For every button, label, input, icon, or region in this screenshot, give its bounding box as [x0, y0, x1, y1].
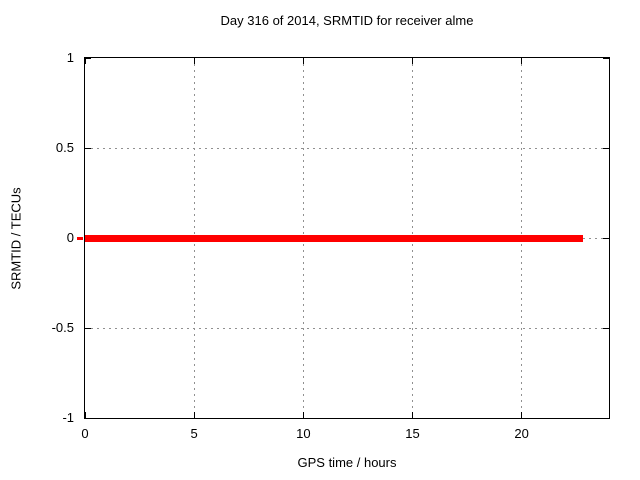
x-tick-bottom [521, 412, 523, 418]
gridline-horizontal [85, 147, 609, 149]
x-tick-bottom [193, 412, 195, 418]
gridline-horizontal [85, 327, 609, 329]
y-tick-left [85, 327, 91, 329]
x-tick-bottom [84, 412, 86, 418]
x-tick-top [193, 58, 195, 64]
y-tick-left [85, 147, 91, 149]
y-tick-left [85, 417, 91, 419]
series-line-srmtid [85, 235, 583, 242]
y-tick-right [603, 147, 609, 149]
chart-title: Day 316 of 2014, SRMTID for receiver alm… [220, 13, 474, 28]
plot-area [84, 57, 610, 419]
x-tick-label: 20 [514, 426, 529, 441]
y-tick-label: -1 [62, 410, 74, 425]
x-tick-label: 5 [190, 426, 198, 441]
y-tick-right [603, 417, 609, 419]
x-tick-label: 15 [405, 426, 420, 441]
x-tick-label: 10 [296, 426, 311, 441]
x-tick-label: 0 [81, 426, 89, 441]
y-tick-label: -0.5 [51, 320, 74, 335]
x-tick-top [84, 58, 86, 64]
y-tick-label: 0.5 [55, 140, 74, 155]
x-axis-label: GPS time / hours [297, 455, 397, 470]
x-tick-bottom [412, 412, 413, 418]
x-tick-top [412, 58, 413, 64]
x-tick-top [521, 58, 523, 64]
y-tick-right [603, 57, 609, 59]
series-axis-dash [77, 237, 83, 240]
y-tick-right [603, 327, 609, 329]
y-tick-label: 1 [66, 50, 74, 65]
x-tick-top [302, 58, 304, 64]
y-tick-right [603, 237, 609, 239]
y-tick-left [85, 57, 91, 59]
x-tick-bottom [302, 412, 304, 418]
y-tick-label: 0 [66, 230, 74, 245]
